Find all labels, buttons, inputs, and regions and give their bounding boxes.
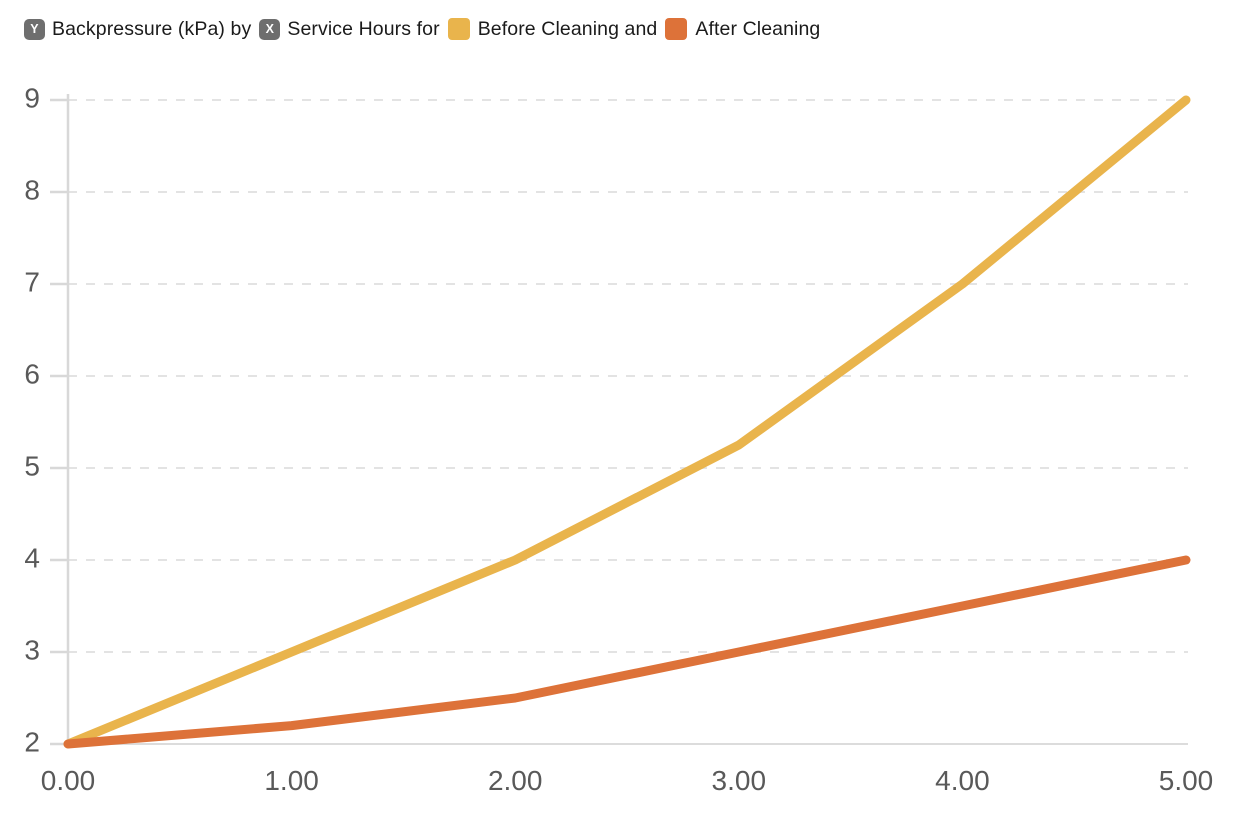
y-axis-tick-label: 2 — [24, 726, 40, 757]
x-axis-tick-label: 3.00 — [712, 765, 767, 796]
legend-swatch-after-cleaning — [665, 18, 688, 40]
series-group — [63, 95, 1191, 749]
x-axis-tick-label: 2.00 — [488, 765, 543, 796]
x-axis-tick-labels: 0.00 1.00 2.00 3.00 4.00 5.00 — [41, 765, 1214, 796]
y-axis-tick-label: 7 — [24, 266, 40, 297]
legend-swatch-before-cleaning — [447, 18, 470, 40]
legend-label-before-cleaning: Before Cleaning and — [477, 17, 658, 40]
x-axis-tick-label: 0.00 — [41, 765, 96, 796]
series-line-before-cleaning — [63, 95, 1191, 749]
x-axis-title: Service Hours for — [287, 17, 440, 40]
chart-title-legend: Y Backpressure (kPa) by X Service Hours … — [24, 12, 828, 46]
y-axis-tick-label: 4 — [24, 542, 40, 573]
y-axis-tick-label: 3 — [24, 634, 40, 665]
y-axis-tick-label: 9 — [24, 82, 40, 113]
y-axis-tick-labels: 2 3 4 5 6 7 8 9 — [24, 82, 40, 757]
x-axis-tick-label: 5.00 — [1159, 765, 1214, 796]
y-axis-tick-label: 6 — [24, 358, 40, 389]
axes-group — [50, 94, 70, 746]
x-axis-badge-icon: X — [259, 18, 281, 40]
legend-label-after-cleaning: After Cleaning — [695, 17, 821, 40]
y-axis-tick-label: 5 — [24, 450, 40, 481]
x-axis-tick-label: 4.00 — [935, 765, 990, 796]
y-axis-tick-label: 8 — [24, 174, 40, 205]
y-axis-title: Backpressure (kPa) by — [52, 17, 252, 40]
gridlines-group — [68, 99, 1188, 745]
x-axis-tick-label: 1.00 — [264, 765, 319, 796]
line-chart: 2 3 4 5 6 7 8 9 0.00 1.00 2.00 3.00 4.00 5.00 — [24, 82, 1214, 796]
chart-plot-area: 2 3 4 5 6 7 8 9 0.00 1.00 2.00 3.00 4.00 5.00 — [0, 60, 1254, 832]
series-line-after-cleaning — [63, 555, 1191, 749]
y-axis-badge-icon: Y — [24, 18, 45, 40]
